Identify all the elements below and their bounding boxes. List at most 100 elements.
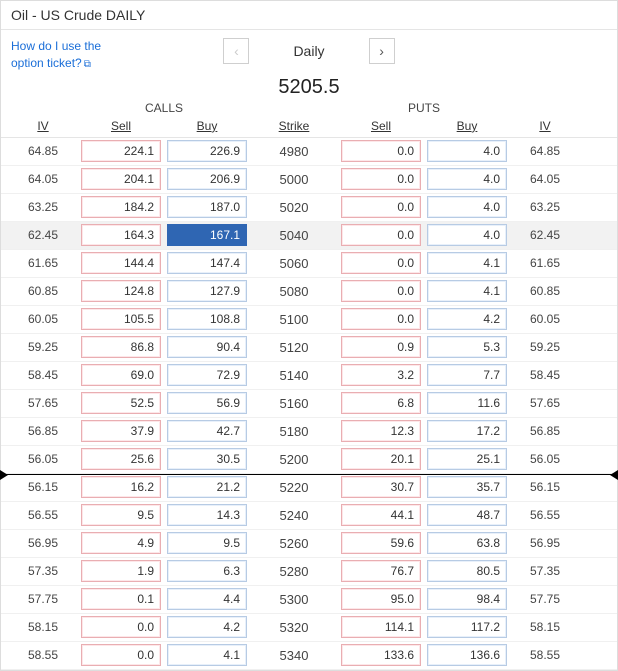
- call-sell-button[interactable]: 224.1: [81, 140, 161, 162]
- table-row: 56.559.514.3524044.148.756.55: [1, 502, 617, 530]
- put-sell-button[interactable]: 0.9: [341, 336, 421, 358]
- call-buy-button[interactable]: 56.9: [167, 392, 247, 414]
- table-row: 60.85124.8127.950800.04.160.85: [1, 278, 617, 306]
- external-link-icon: ⧉: [84, 59, 91, 70]
- put-sell-button[interactable]: 3.2: [341, 364, 421, 386]
- table-row: 59.2586.890.451200.95.359.25: [1, 334, 617, 362]
- put-sell-button[interactable]: 0.0: [341, 196, 421, 218]
- put-buy-button[interactable]: 98.4: [427, 588, 507, 610]
- call-sell-button[interactable]: 105.5: [81, 308, 161, 330]
- call-buy-button[interactable]: 14.3: [167, 504, 247, 526]
- help-link[interactable]: How do I use the option ticket?⧉: [11, 38, 101, 72]
- call-sell-button[interactable]: 37.9: [81, 420, 161, 442]
- put-sell-button[interactable]: 114.1: [341, 616, 421, 638]
- calls-group-label: CALLS: [81, 101, 247, 117]
- call-buy-button[interactable]: 6.3: [167, 560, 247, 582]
- put-sell-button[interactable]: 0.0: [341, 252, 421, 274]
- call-sell-button[interactable]: 184.2: [81, 196, 161, 218]
- put-buy-button[interactable]: 17.2: [427, 420, 507, 442]
- iv-put: 56.95: [513, 536, 577, 550]
- call-buy-button[interactable]: 30.5: [167, 448, 247, 470]
- table-row: 64.05204.1206.950000.04.064.05: [1, 166, 617, 194]
- put-sell-button[interactable]: 0.0: [341, 224, 421, 246]
- put-sell-button[interactable]: 20.1: [341, 448, 421, 470]
- call-buy-button[interactable]: 167.1: [167, 224, 247, 246]
- table-row: 56.8537.942.7518012.317.256.85: [1, 418, 617, 446]
- put-buy-button[interactable]: 80.5: [427, 560, 507, 582]
- put-sell-button[interactable]: 0.0: [341, 308, 421, 330]
- put-buy-button[interactable]: 4.0: [427, 196, 507, 218]
- call-sell-button[interactable]: 0.0: [81, 616, 161, 638]
- put-sell-button[interactable]: 30.7: [341, 476, 421, 498]
- table-row: 63.25184.2187.050200.04.063.25: [1, 194, 617, 222]
- put-sell-button[interactable]: 6.8: [341, 392, 421, 414]
- call-sell-button[interactable]: 0.1: [81, 588, 161, 610]
- call-buy-button[interactable]: 4.4: [167, 588, 247, 610]
- next-period-button[interactable]: ›: [369, 38, 395, 64]
- prev-period-button[interactable]: ‹: [223, 38, 249, 64]
- call-sell-button[interactable]: 52.5: [81, 392, 161, 414]
- call-buy-button[interactable]: 127.9: [167, 280, 247, 302]
- col-put-buy: Buy: [427, 119, 507, 133]
- put-buy-button[interactable]: 25.1: [427, 448, 507, 470]
- call-sell-button[interactable]: 86.8: [81, 336, 161, 358]
- underlying-price: 5205.5: [1, 76, 617, 99]
- put-buy-button[interactable]: 11.6: [427, 392, 507, 414]
- iv-put: 58.45: [513, 368, 577, 382]
- put-sell-button[interactable]: 76.7: [341, 560, 421, 582]
- header-area: How do I use the option ticket?⧉ ‹ Daily…: [1, 30, 617, 72]
- call-buy-button[interactable]: 9.5: [167, 532, 247, 554]
- put-buy-button[interactable]: 4.0: [427, 168, 507, 190]
- iv-put: 56.55: [513, 508, 577, 522]
- put-sell-button[interactable]: 0.0: [341, 280, 421, 302]
- put-buy-button[interactable]: 5.3: [427, 336, 507, 358]
- put-buy-button[interactable]: 4.1: [427, 280, 507, 302]
- put-buy-button[interactable]: 4.0: [427, 224, 507, 246]
- call-buy-button[interactable]: 90.4: [167, 336, 247, 358]
- put-sell-button[interactable]: 133.6: [341, 644, 421, 666]
- call-buy-button[interactable]: 226.9: [167, 140, 247, 162]
- call-buy-button[interactable]: 206.9: [167, 168, 247, 190]
- call-sell-button[interactable]: 1.9: [81, 560, 161, 582]
- put-buy-button[interactable]: 7.7: [427, 364, 507, 386]
- iv-call: 57.65: [11, 396, 75, 410]
- put-sell-button[interactable]: 0.0: [341, 168, 421, 190]
- strike-value: 5300: [253, 592, 335, 607]
- call-sell-button[interactable]: 124.8: [81, 280, 161, 302]
- call-sell-button[interactable]: 16.2: [81, 476, 161, 498]
- call-sell-button[interactable]: 25.6: [81, 448, 161, 470]
- call-sell-button[interactable]: 4.9: [81, 532, 161, 554]
- put-sell-button[interactable]: 0.0: [341, 140, 421, 162]
- iv-call: 58.15: [11, 620, 75, 634]
- call-buy-button[interactable]: 72.9: [167, 364, 247, 386]
- put-buy-button[interactable]: 117.2: [427, 616, 507, 638]
- call-buy-button[interactable]: 187.0: [167, 196, 247, 218]
- iv-put: 61.65: [513, 256, 577, 270]
- put-buy-button[interactable]: 4.2: [427, 308, 507, 330]
- put-buy-button[interactable]: 48.7: [427, 504, 507, 526]
- put-sell-button[interactable]: 95.0: [341, 588, 421, 610]
- put-buy-button[interactable]: 63.8: [427, 532, 507, 554]
- call-sell-button[interactable]: 0.0: [81, 644, 161, 666]
- strike-value: 5000: [253, 172, 335, 187]
- put-buy-button[interactable]: 4.1: [427, 252, 507, 274]
- strike-value: 5100: [253, 312, 335, 327]
- call-buy-button[interactable]: 147.4: [167, 252, 247, 274]
- call-buy-button[interactable]: 4.2: [167, 616, 247, 638]
- call-sell-button[interactable]: 204.1: [81, 168, 161, 190]
- put-buy-button[interactable]: 4.0: [427, 140, 507, 162]
- call-sell-button[interactable]: 144.4: [81, 252, 161, 274]
- put-buy-button[interactable]: 136.6: [427, 644, 507, 666]
- call-sell-button[interactable]: 9.5: [81, 504, 161, 526]
- call-sell-button[interactable]: 69.0: [81, 364, 161, 386]
- call-buy-button[interactable]: 4.1: [167, 644, 247, 666]
- put-sell-button[interactable]: 44.1: [341, 504, 421, 526]
- call-sell-button[interactable]: 164.3: [81, 224, 161, 246]
- put-sell-button[interactable]: 12.3: [341, 420, 421, 442]
- call-buy-button[interactable]: 42.7: [167, 420, 247, 442]
- put-sell-button[interactable]: 59.6: [341, 532, 421, 554]
- call-buy-button[interactable]: 21.2: [167, 476, 247, 498]
- put-buy-button[interactable]: 35.7: [427, 476, 507, 498]
- column-header: IV Sell Buy Strike Sell Buy IV: [1, 117, 617, 138]
- call-buy-button[interactable]: 108.8: [167, 308, 247, 330]
